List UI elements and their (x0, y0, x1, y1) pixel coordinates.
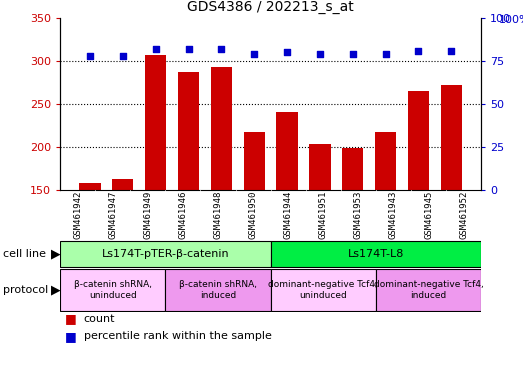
Bar (271, 240, 481, 267)
Bar (60, 269, 165, 311)
Text: GSM461952: GSM461952 (459, 191, 468, 239)
Text: dominant-negative Tcf4,
uninduced: dominant-negative Tcf4, uninduced (268, 280, 378, 300)
Text: GSM461951: GSM461951 (319, 191, 328, 239)
Bar (178, 72, 199, 319)
Text: GSM461953: GSM461953 (354, 191, 363, 239)
Point (283, 49, 291, 55)
Bar (309, 144, 331, 319)
Bar (271, 269, 376, 311)
Text: GSM461950: GSM461950 (248, 191, 258, 239)
Point (381, 51, 390, 57)
Text: ■: ■ (65, 312, 77, 325)
Point (316, 51, 324, 57)
Bar (376, 269, 481, 311)
Y-axis label: 100%: 100% (499, 15, 523, 25)
Bar (276, 112, 298, 319)
Text: ▶: ▶ (51, 248, 60, 260)
Bar (79, 183, 100, 319)
Bar (112, 179, 133, 319)
Bar (145, 55, 166, 319)
Point (250, 51, 258, 57)
Point (447, 48, 456, 54)
Text: dominant-negative Tcf4,
induced: dominant-negative Tcf4, induced (373, 280, 483, 300)
Point (152, 46, 160, 52)
Bar (165, 269, 271, 311)
Point (349, 51, 357, 57)
Text: GSM461947: GSM461947 (108, 191, 117, 239)
Point (414, 48, 423, 54)
Text: GSM461949: GSM461949 (143, 191, 152, 239)
Text: ■: ■ (65, 329, 77, 343)
Text: GSM461942: GSM461942 (73, 191, 82, 239)
Bar (244, 132, 265, 319)
Bar (211, 67, 232, 319)
Text: β-catenin shRNA,
uninduced: β-catenin shRNA, uninduced (74, 280, 152, 300)
Text: count: count (84, 314, 115, 324)
Title: GDS4386 / 202213_s_at: GDS4386 / 202213_s_at (187, 0, 354, 14)
Bar (342, 148, 363, 319)
Point (119, 53, 127, 59)
Point (217, 46, 225, 52)
Bar (60, 240, 271, 267)
Text: GSM461946: GSM461946 (178, 191, 187, 239)
Text: GSM461944: GSM461944 (283, 191, 293, 239)
Text: cell line: cell line (3, 249, 46, 259)
Text: GSM461943: GSM461943 (389, 191, 398, 239)
Text: percentile rank within the sample: percentile rank within the sample (84, 331, 271, 341)
Text: Ls174T-L8: Ls174T-L8 (348, 249, 404, 259)
Bar (441, 85, 462, 319)
Bar (375, 132, 396, 319)
Text: GSM461948: GSM461948 (213, 191, 222, 239)
Point (86, 53, 94, 59)
Point (184, 46, 192, 52)
Text: β-catenin shRNA,
induced: β-catenin shRNA, induced (179, 280, 257, 300)
Text: Ls174T-pTER-β-catenin: Ls174T-pTER-β-catenin (101, 249, 229, 259)
Text: protocol: protocol (3, 285, 48, 295)
Bar (408, 91, 429, 319)
Text: GSM461945: GSM461945 (424, 191, 433, 239)
Text: ▶: ▶ (51, 283, 60, 296)
